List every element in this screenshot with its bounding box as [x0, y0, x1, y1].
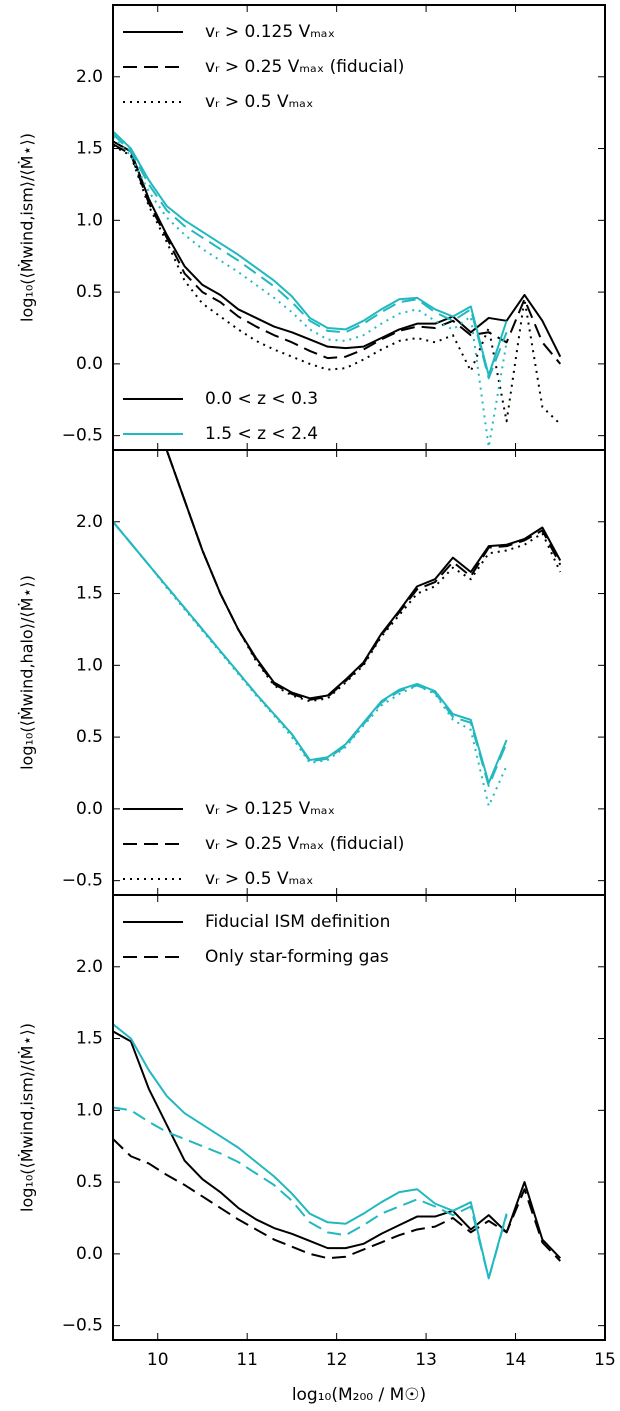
x-tick-label: 14: [505, 1350, 527, 1370]
y-tick-label: 0.5: [76, 1172, 103, 1192]
y-tick-label: 0.0: [76, 1244, 103, 1264]
x-axis-label: log₁₀(M₂₀₀ / M☉): [292, 1385, 426, 1405]
y-tick-label: 1.5: [76, 584, 103, 604]
series-line: [113, 143, 562, 365]
y-axis-label: log₁₀(⟨Ṁwind,ism⟩/⟨Ṁ⋆⟩): [18, 133, 37, 322]
x-tick-label: 10: [147, 1350, 169, 1370]
series-line: [113, 1138, 561, 1262]
y-tick-label: −0.5: [62, 426, 103, 446]
series-line: [113, 140, 562, 358]
x-tick-label: 12: [326, 1350, 348, 1370]
series-line: [113, 1030, 561, 1259]
y-axis-label: log₁₀(⟨Ṁwind,halo⟩/⟨Ṁ⋆⟩): [18, 575, 37, 770]
plot-area: [113, 450, 562, 807]
legend-label: vᵣ > 0.25 Vₘₐₓ (fiducial): [205, 834, 404, 854]
plot-area: [113, 1023, 561, 1280]
series-line: [113, 1023, 508, 1280]
y-tick-label: 1.5: [76, 139, 103, 159]
y-tick-label: 2.0: [76, 512, 103, 532]
series-line: [113, 133, 508, 380]
series-line: [165, 450, 562, 701]
y-tick-label: 1.0: [76, 655, 103, 675]
x-tick-label: 11: [236, 1350, 258, 1370]
x-tick-label: 13: [415, 1350, 437, 1370]
y-tick-label: 1.5: [76, 1029, 103, 1049]
y-tick-label: 0.5: [76, 282, 103, 302]
legend-label: Fiducial ISM definition: [205, 912, 390, 932]
legend-label: 1.5 < z < 2.4: [205, 424, 318, 444]
series-line: [113, 136, 508, 449]
series-line: [113, 521, 508, 807]
series-line: [165, 450, 562, 703]
plot-frame: [112, 449, 606, 896]
y-tick-label: 2.0: [76, 957, 103, 977]
series-line: [113, 1106, 508, 1280]
series-line: [113, 521, 508, 787]
legend-label: vᵣ > 0.5 Vₘₐₓ: [205, 92, 313, 112]
y-tick-label: −0.5: [62, 871, 103, 891]
y-tick-label: 0.5: [76, 727, 103, 747]
y-axis-label: log₁₀(⟨Ṁwind,ism⟩/⟨Ṁ⋆⟩): [18, 1023, 37, 1212]
legend-label: Only star-forming gas: [205, 947, 389, 967]
plot-frame: [112, 894, 606, 1341]
y-tick-label: 1.0: [76, 210, 103, 230]
series-line: [113, 521, 508, 785]
legend-label: vᵣ > 0.5 Vₘₐₓ: [205, 869, 313, 889]
y-tick-label: 1.0: [76, 1100, 103, 1120]
x-tick-label: 15: [594, 1350, 616, 1370]
series-line: [113, 144, 561, 425]
plot-area: [113, 130, 562, 449]
y-tick-label: −0.5: [62, 1316, 103, 1336]
y-tick-label: 0.0: [76, 799, 103, 819]
series-line: [113, 130, 508, 377]
legend-label: vᵣ > 0.125 Vₘₐₓ: [205, 799, 335, 819]
legend-label: 0.0 < z < 0.3: [205, 389, 318, 409]
series-line: [165, 450, 562, 700]
y-tick-label: 2.0: [76, 67, 103, 87]
y-tick-label: 0.0: [76, 354, 103, 374]
legend-label: vᵣ > 0.25 Vₘₐₓ (fiducial): [205, 57, 404, 77]
legend-label: vᵣ > 0.125 Vₘₐₓ: [205, 22, 335, 42]
